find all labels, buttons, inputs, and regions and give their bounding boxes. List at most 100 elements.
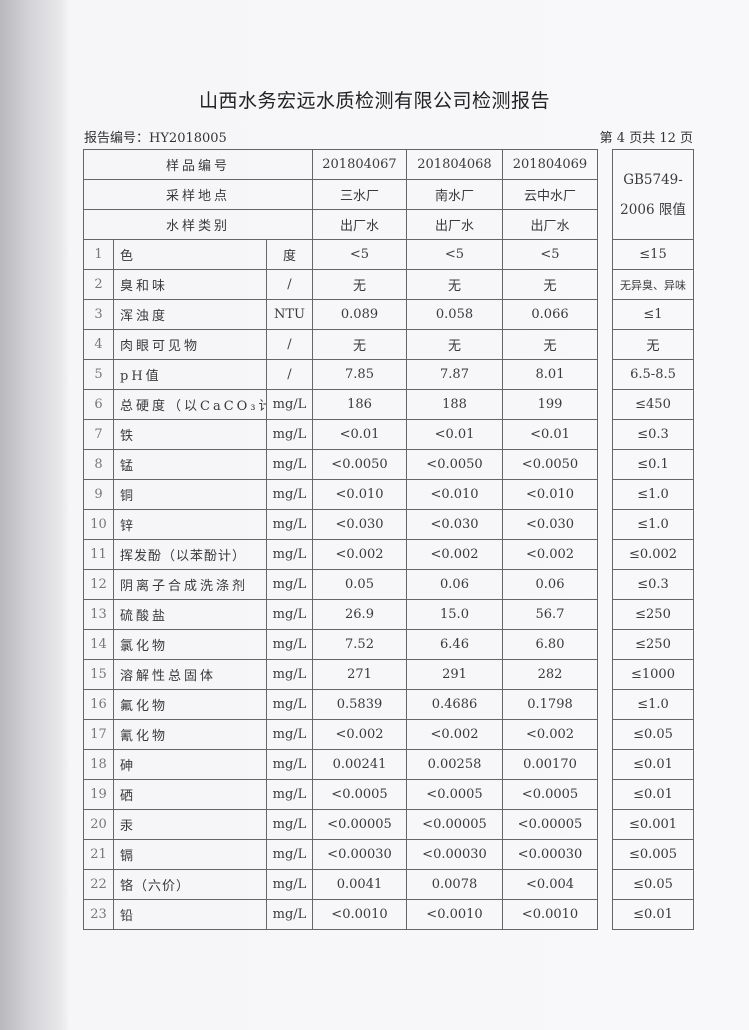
result-value: <0.00005 (312, 809, 407, 840)
result-value: 0.06 (406, 569, 503, 600)
result-value: 无 (312, 329, 407, 360)
result-value: <5 (312, 239, 407, 270)
table-row: 2 臭和味 / 无无无 (83, 269, 598, 300)
table-row: 10 锌 mg/L <0.030 <0.030 <0.030 (83, 509, 598, 540)
result-value: <0.002 (502, 719, 598, 750)
result-value: <0.01 (502, 419, 598, 450)
row-number: 14 (83, 629, 114, 660)
limit-value: ≤1000 (612, 659, 694, 690)
item-name: 镉 (113, 839, 267, 870)
result-value: 0.5839 (312, 689, 407, 720)
unit: mg/L (266, 449, 313, 480)
item-name: 锰 (113, 449, 267, 480)
standard-limits-table: GB5749- 2006 限值 ≤15 无异臭、异味 ≤1 无 6.5-8.5 ≤450 ≤… (612, 149, 694, 930)
result-value: 6.46 (406, 629, 503, 660)
table-row: 18 砷 mg/L 0.00241 0.00258 0.00170 (83, 749, 598, 780)
result-value: 无 (312, 269, 407, 300)
result-value: 7.52 (312, 629, 407, 660)
unit: mg/L (266, 809, 313, 840)
item-name: 总硬度（以CaCO₃计） (113, 389, 267, 420)
limit-row: 6.5-8.5 (612, 359, 694, 390)
table-row: 3 浑浊度 NTU 0.089 0.058 0.066 (83, 299, 598, 330)
result-value: 0.0041 (312, 869, 407, 900)
result-value: <0.01 (312, 419, 407, 450)
limit-row: ≤0.1 (612, 449, 694, 480)
row-number: 19 (83, 779, 114, 810)
result-value: <0.0010 (502, 899, 598, 930)
limit-value: ≤0.001 (612, 809, 694, 840)
limit-value: 6.5-8.5 (612, 359, 694, 390)
result-value: <5 (406, 239, 503, 270)
sample-site: 南水厂 (406, 179, 503, 210)
item-name: 铜 (113, 479, 267, 510)
item-name: 阴离子合成洗涤剂 (113, 569, 267, 600)
limit-value: ≤1 (612, 299, 694, 330)
sample-type: 出厂水 (502, 209, 598, 240)
result-value: 0.00258 (406, 749, 503, 780)
item-name: 铁 (113, 419, 267, 450)
unit: mg/L (266, 839, 313, 870)
result-value: 56.7 (502, 599, 598, 630)
sample-no: 201804069 (502, 149, 598, 180)
limit-value: ≤0.005 (612, 839, 694, 870)
table-row: 9 铜 mg/L <0.010 <0.010 <0.010 (83, 479, 598, 510)
limit-value: ≤0.05 (612, 719, 694, 750)
limit-row: ≤0.01 (612, 899, 694, 930)
unit: mg/L (266, 719, 313, 750)
result-value: <0.010 (502, 479, 598, 510)
site-label: 采样地点 (83, 179, 313, 210)
row-number: 17 (83, 719, 114, 750)
result-value: 7.87 (406, 359, 503, 390)
report-title: 山西水务宏远水质检测有限公司检测报告 (198, 90, 550, 112)
result-value: <0.0010 (312, 899, 407, 930)
row-number: 11 (83, 539, 114, 570)
unit: mg/L (266, 899, 313, 930)
table-row: 14 氯化物 mg/L 7.52 6.46 6.80 (83, 629, 598, 660)
result-value: <0.00005 (406, 809, 503, 840)
row-number: 16 (83, 689, 114, 720)
result-value: 无 (406, 269, 503, 300)
standard-header: GB5749- 2006 限值 (612, 149, 694, 240)
sample-no: 201804068 (406, 149, 503, 180)
result-value: 7.85 (312, 359, 407, 390)
result-value: <0.0050 (502, 449, 598, 480)
table-row: 1 色度 <5 <5 <5 (83, 239, 598, 270)
result-value: 271 (312, 659, 407, 690)
row-number: 7 (83, 419, 114, 450)
limit-value: ≤0.3 (612, 419, 694, 450)
result-value: <0.0010 (406, 899, 503, 930)
limit-row: 无异臭、异味 (612, 269, 694, 300)
table-row: 17 氰化物 mg/L <0.002 <0.002 <0.002 (83, 719, 598, 750)
row-number: 18 (83, 749, 114, 780)
item-name: 氟化物 (113, 689, 267, 720)
standard-header-cell: GB5749- 2006 限值 (612, 149, 694, 240)
result-value: <0.00030 (312, 839, 407, 870)
limit-row: 无 (612, 329, 694, 360)
limit-value: ≤250 (612, 629, 694, 660)
item-name: 色 (113, 239, 267, 270)
sample-site: 三水厂 (312, 179, 407, 210)
result-value: <0.004 (502, 869, 598, 900)
table-row: 15 溶解性总固体 mg/L 271 291 282 (83, 659, 598, 690)
results-table: 样品编号 201804067 201804068 201804069 采样地点 … (83, 149, 598, 930)
result-value: 0.0078 (406, 869, 503, 900)
item-name: 锌 (113, 509, 267, 540)
item-name: 溶解性总固体 (113, 659, 267, 690)
unit: mg/L (266, 569, 313, 600)
unit: mg/L (266, 659, 313, 690)
unit: mg/L (266, 689, 313, 720)
result-value: 6.80 (502, 629, 598, 660)
unit: NTU (266, 299, 313, 330)
limit-value: 无 (612, 329, 694, 360)
limit-row: ≤1.0 (612, 689, 694, 720)
result-value: <0.00030 (406, 839, 503, 870)
result-value: <0.030 (406, 509, 503, 540)
limit-value: ≤0.3 (612, 569, 694, 600)
limit-row: ≤250 (612, 599, 694, 630)
type-label: 水样类别 (83, 209, 313, 240)
limit-value: ≤0.01 (612, 749, 694, 780)
table-row: 21 镉 mg/L <0.00030 <0.00030 <0.00030 (83, 839, 598, 870)
row-number: 5 (83, 359, 114, 390)
header-row-sample-no: 样品编号 201804067 201804068 201804069 (83, 149, 598, 180)
result-value: 0.066 (502, 299, 598, 330)
